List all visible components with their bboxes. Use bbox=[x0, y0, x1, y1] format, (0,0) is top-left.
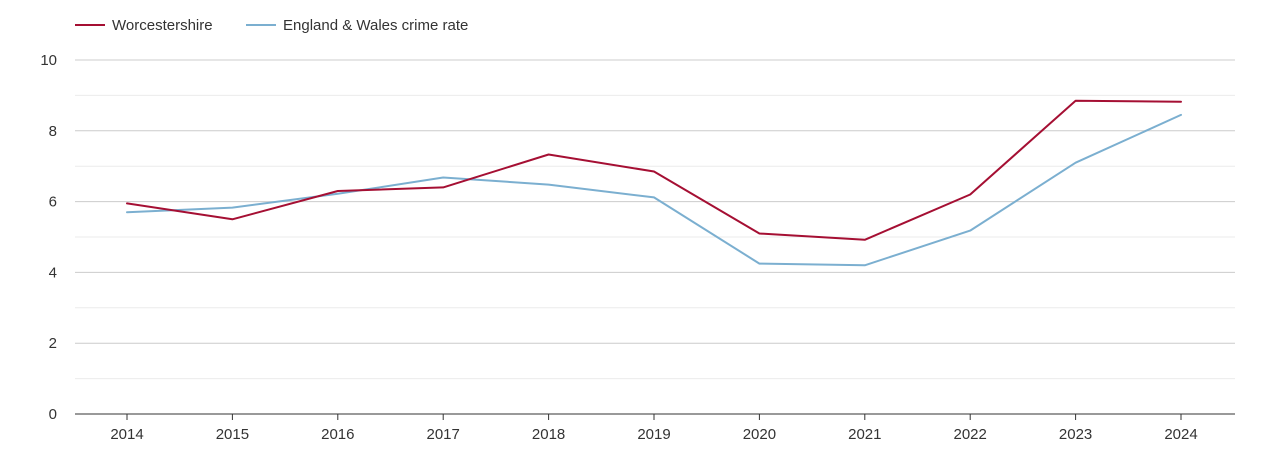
y-tick-label: 6 bbox=[49, 194, 57, 211]
series-line-worcestershire bbox=[126, 99, 1182, 241]
y-tick-label: 0 bbox=[49, 406, 57, 423]
x-tick-label: 2015 bbox=[216, 426, 249, 443]
x-tick-label: 2016 bbox=[321, 426, 354, 443]
x-tick-label: 2022 bbox=[954, 426, 987, 443]
x-tick-label: 2014 bbox=[110, 426, 143, 443]
x-tick-label: 2023 bbox=[1059, 426, 1092, 443]
y-tick-label: 4 bbox=[49, 264, 57, 281]
y-tick-label: 10 bbox=[40, 52, 57, 69]
legend-item: Worcestershire bbox=[75, 17, 213, 34]
grid-lines bbox=[75, 59, 1235, 380]
x-tick-label: 2019 bbox=[637, 426, 670, 443]
x-tick-label: 2017 bbox=[427, 426, 460, 443]
series-line-england-wales bbox=[126, 113, 1182, 267]
x-tick-label: 2020 bbox=[743, 426, 776, 443]
legend: Worcestershire England & Wales crime rate bbox=[75, 17, 468, 34]
legend-label: England & Wales crime rate bbox=[283, 17, 468, 34]
x-tick-label: 2021 bbox=[848, 426, 881, 443]
x-tick-label: 2018 bbox=[532, 426, 565, 443]
series-lines bbox=[126, 99, 1182, 267]
legend-item: England & Wales crime rate bbox=[246, 17, 468, 34]
axes: 0 2 4 6 8 10 2014 2015 2016 2017 2018 2019 2020 2021 2… bbox=[40, 52, 1235, 443]
y-tick-label: 2 bbox=[49, 335, 57, 352]
legend-label: Worcestershire bbox=[112, 17, 213, 34]
y-tick-label: 8 bbox=[49, 123, 57, 140]
x-tick-label: 2024 bbox=[1164, 426, 1197, 443]
